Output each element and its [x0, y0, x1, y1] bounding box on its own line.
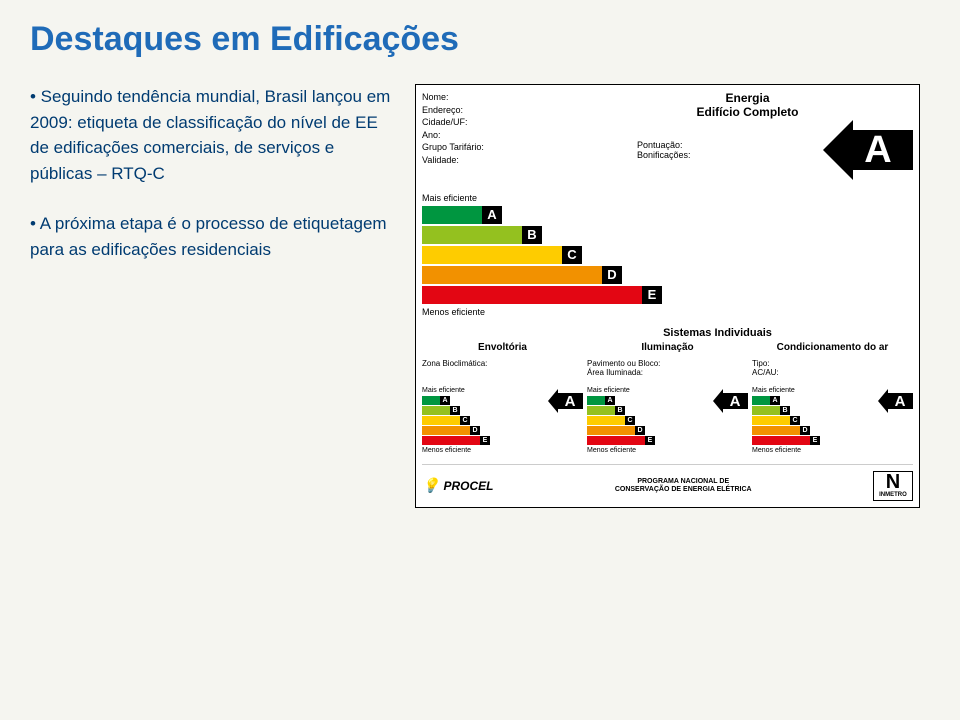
arrow-letter: A [864, 129, 891, 171]
left-column: • Seguindo tendência mundial, Brasil lan… [30, 84, 400, 508]
bar-row-E: E [422, 286, 692, 304]
bar-letter-A: A [482, 206, 502, 224]
bullet-2: • A próxima etapa é o processo de etique… [30, 211, 400, 262]
page-title: Destaques em Edificações [30, 20, 930, 59]
pontuacao-block: Pontuação: Bonificações: [637, 140, 691, 160]
sistemas-section: Sistemas Individuais Envoltória Zona Bioc… [422, 327, 913, 454]
bar-row-B: B [422, 226, 692, 244]
sistemas-title: Sistemas Individuais [522, 327, 913, 339]
sistema-col-2: Condicionamento do ar Tipo:AC/AU: Mais efi… [752, 342, 913, 454]
bulb-icon: 💡 [422, 477, 439, 494]
bar-letter-D: D [602, 266, 622, 284]
menos-eficiente: Menos eficiente [422, 307, 692, 317]
mini-mais-eficiente: Mais eficiente [752, 387, 874, 394]
procel-logo: 💡 PROCEL [422, 477, 493, 494]
mini-menos-eficiente: Menos eficiente [422, 447, 544, 454]
sistemas-row: Envoltória Zona Bioclimática: Mais eficien… [422, 342, 913, 454]
bullet-1: • Seguindo tendência mundial, Brasil lan… [30, 84, 400, 186]
mini-arrow: A [713, 387, 748, 454]
energy-label: Nome: Endereço: Cidade/UF: Ano: Grupo Ta… [415, 84, 920, 508]
bar-letter-B: B [522, 226, 542, 244]
sistema-label: Iluminação [587, 342, 748, 353]
mini-menos-eficiente: Menos eficiente [752, 447, 874, 454]
sistema-col-1: Iluminação Pavimento ou Bloco:Área Ilumin… [587, 342, 748, 454]
bar-row-A: A [422, 206, 692, 224]
mini-arrow: A [878, 387, 913, 454]
mini-chart: Mais eficienteABCDEMenos eficienteA [752, 387, 913, 454]
bar-B [422, 226, 522, 244]
bar-C [422, 246, 562, 264]
sistema-col-0: Envoltória Zona Bioclimática: Mais eficien… [422, 342, 583, 454]
label-footer: 💡 PROCEL PROGRAMA NACIONAL DE CONSERVAÇÃ… [422, 464, 913, 501]
bar-A [422, 206, 482, 224]
mini-mais-eficiente: Mais eficiente [422, 387, 544, 394]
bar-row-C: C [422, 246, 692, 264]
main-bars: Mais eficiente A B C D E Menos eficiente [422, 193, 692, 317]
mini-mais-eficiente: Mais eficiente [587, 387, 709, 394]
main-layout: • Seguindo tendência mundial, Brasil lan… [30, 84, 930, 508]
svg-text:A: A [565, 393, 576, 410]
field-cidade: Cidade/UF: [422, 116, 582, 129]
bar-row-D: D [422, 266, 692, 284]
field-validade: Validade: [422, 154, 582, 167]
sistema-sublabel: Pavimento ou Bloco:Área Iluminada: [587, 359, 748, 383]
bar-letter-E: E [642, 286, 662, 304]
field-ano: Ano: [422, 129, 582, 142]
bar-E [422, 286, 642, 304]
header-right: Energia Edifício Completo Pontuação: Bon… [582, 91, 913, 187]
mini-arrow: A [548, 387, 583, 454]
mini-chart: Mais eficienteABCDEMenos eficienteA [422, 387, 583, 454]
bar-D [422, 266, 602, 284]
big-arrow-a: A [823, 115, 913, 187]
sistema-sublabel: Tipo:AC/AU: [752, 359, 913, 383]
main-chart: Mais eficiente A B C D E Menos eficiente [422, 193, 913, 317]
header-fields: Nome: Endereço: Cidade/UF: Ano: Grupo Ta… [422, 91, 582, 187]
sistema-label: Condicionamento do ar [752, 342, 913, 353]
svg-text:A: A [730, 393, 741, 410]
sistema-label: Envoltória [422, 342, 583, 353]
mais-eficiente: Mais eficiente [422, 193, 692, 203]
svg-text:A: A [895, 393, 906, 410]
label-header: Nome: Endereço: Cidade/UF: Ano: Grupo Ta… [422, 91, 913, 187]
field-endereco: Endereço: [422, 104, 582, 117]
field-grupo: Grupo Tarifário: [422, 141, 582, 154]
field-nome: Nome: [422, 91, 582, 104]
bar-letter-C: C [562, 246, 582, 264]
inmetro-logo: N INMETRO [873, 471, 913, 501]
mini-chart: Mais eficienteABCDEMenos eficienteA [587, 387, 748, 454]
mini-menos-eficiente: Menos eficiente [587, 447, 709, 454]
programa-text: PROGRAMA NACIONAL DE CONSERVAÇÃO DE ENER… [615, 478, 752, 493]
sistema-sublabel: Zona Bioclimática: [422, 359, 583, 383]
